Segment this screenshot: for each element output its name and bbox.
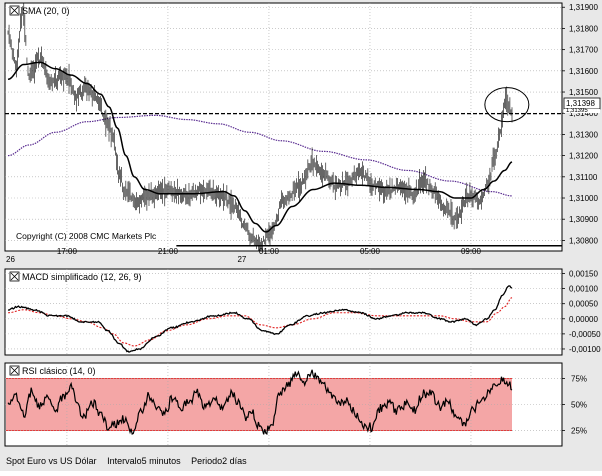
price-y-tick-label: 1,31200 [569,152,598,161]
price-y-tick-label: 1,31900 [569,3,598,12]
current-price-label: 1,31398 1,31395 [564,98,600,114]
macd-title: MACD simplificado (12, 26, 9) [22,272,142,282]
macd-y-tick-label: -0,00100 [569,345,601,354]
price-date-label: 26 [6,255,15,264]
macd-y-axis: 0,00150 0,00100 0,00050 0,00000 -0,00050 -0,0… [562,270,601,354]
rsi-title: RSI clásico (14, 0) [22,366,96,376]
rsi-y-tick-label: 50% [571,401,587,410]
macd-title-box: MACD simplificado (12, 26, 9) [10,272,142,282]
rsi-y-tick-label: 75% [571,375,587,384]
rsi-title-box: RSI clásico (14, 0) [10,366,96,376]
price-y-tick-label: 1,31300 [569,130,598,139]
price-y-tick-label: 1,31800 [569,24,598,33]
price-title: SMA (20, 0) [22,6,70,16]
price-x-tick-label: 17:00 [57,247,78,256]
current-price-value: 1,31398 [566,99,595,108]
macd-y-tick-label: 0,00150 [569,270,598,279]
price-y-tick-label: 1,31500 [569,88,598,97]
price-y-tick-label: 1,31000 [569,194,598,203]
price-x-tick-label: 09:00 [461,247,482,256]
price-y-tick-label: 1,31600 [569,67,598,76]
price-y-axis: 1,319001,318001,317001,316001,315001,314… [562,3,598,245]
macd-y-tick-label: -0,00050 [569,330,601,339]
price-x-tick-label: 01:00 [259,247,280,256]
price-x-tick-label: 05:00 [360,247,381,256]
rsi-y-tick-label: 25% [571,426,587,435]
macd-y-tick-label: 0,00100 [569,285,598,294]
price-y-tick-label: 1,30800 [569,236,598,245]
interval-label: Intervalo5 minutos [107,456,181,466]
rsi-y-axis: 75% 50% 25% [562,375,587,436]
macd-y-tick-label: 0,00000 [569,315,598,324]
price-panel [5,3,562,251]
price-title-box: SMA (20, 0) [10,6,70,16]
status-bar: Spot Euro vs US Dólar Intervalo5 minutos… [6,456,255,466]
price-y-tick-label: 1,31100 [569,173,598,182]
price-y-tick-label: 1,31700 [569,46,598,55]
macd-y-tick-label: 0,00050 [569,300,598,309]
price-y-tick-label: 1,30900 [569,215,598,224]
price-date-label: 27 [237,255,246,264]
copyright-text: Copyright (C) 2008 CMC Markets Plc [16,231,157,241]
period-label: Periodo2 días [191,456,247,466]
price-x-tick-label: 21:00 [158,247,179,256]
instrument-label: Spot Euro vs US Dólar [6,456,97,466]
